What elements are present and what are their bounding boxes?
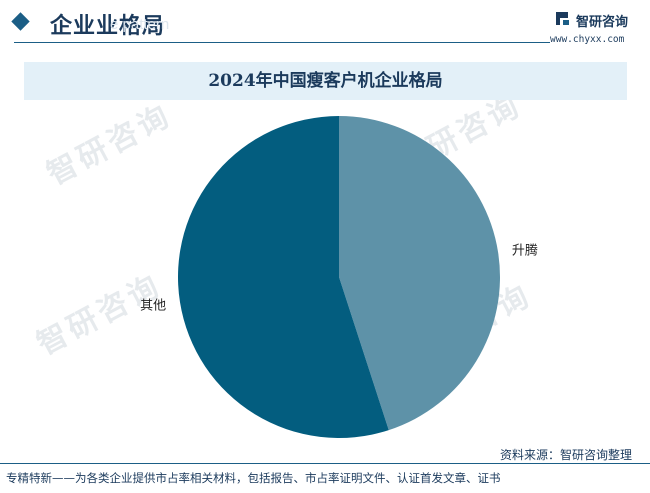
chart-title: 2024年中国瘦客户机企业格局 — [208, 71, 443, 91]
footer-text: 专精特新——为各类企业提供市占率相关材料，包括报告、市占率证明文件、认证首发文章… — [6, 471, 501, 485]
footer: 专精特新——为各类企业提供市占率相关材料，包括报告、市占率证明文件、认证首发文章… — [0, 463, 650, 493]
pie-label-0: 升腾 — [512, 243, 538, 259]
header-rule — [14, 42, 550, 43]
page-header: 企业业格局 e pattern — [0, 0, 650, 46]
chart-title-bar: 2024年中国瘦客户机企业格局 — [24, 62, 627, 100]
logo-name: 智研咨询 — [576, 15, 629, 30]
source-note: 资料来源：智研咨询整理 — [500, 448, 633, 462]
page-title: 企业业格局 — [50, 14, 166, 39]
logo-icon — [556, 12, 569, 25]
header-ghost-text: e pattern — [110, 16, 170, 33]
footer-rule — [0, 463, 650, 464]
logo-url: www.chyxx.com — [550, 34, 625, 45]
pie-slice-0 — [339, 116, 500, 431]
pie-slice-1 — [177, 116, 389, 438]
pie-label-1: 其他 — [140, 298, 166, 313]
